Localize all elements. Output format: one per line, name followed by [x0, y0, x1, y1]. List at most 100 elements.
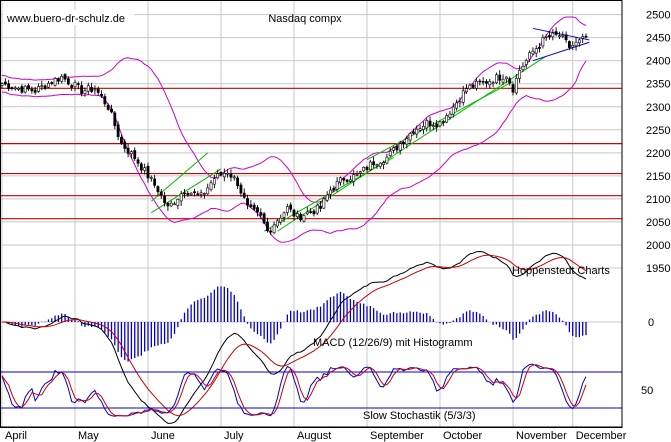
candle-body	[100, 93, 103, 97]
price-candle	[551, 29, 555, 41]
candle-body	[57, 78, 60, 82]
price-candle	[249, 200, 253, 209]
price-candle	[405, 135, 409, 149]
price-candle	[508, 76, 512, 86]
price-candle	[485, 79, 488, 88]
price-candle	[358, 170, 362, 178]
stochastic-d-line	[1, 364, 587, 417]
price-candle	[561, 31, 565, 39]
candle-body	[392, 147, 395, 151]
candle-body	[282, 212, 286, 218]
candle-body	[13, 87, 17, 90]
price-candle	[458, 97, 462, 108]
y-tick-label: 2100	[646, 194, 670, 206]
price-candle	[465, 84, 468, 94]
price-candle	[418, 124, 422, 133]
candle-body	[80, 85, 84, 95]
price-candle	[455, 99, 458, 111]
candle-body	[189, 192, 193, 195]
candle-body	[438, 121, 442, 127]
price-candle	[143, 163, 147, 175]
price-candle	[538, 43, 541, 53]
candle-body	[17, 87, 20, 90]
candle-body	[159, 191, 163, 196]
price-candle	[392, 146, 395, 154]
candle-body	[524, 60, 528, 65]
price-candle	[242, 188, 246, 199]
candle-body	[485, 81, 488, 84]
candle-body	[551, 32, 555, 38]
candle-body	[23, 85, 27, 93]
price-candle	[163, 191, 166, 207]
price-candle	[50, 81, 54, 86]
trend-line	[532, 41, 590, 62]
candle-body	[478, 80, 482, 83]
candle-body	[103, 96, 107, 105]
candle-body	[508, 78, 512, 84]
price-candle	[226, 168, 230, 178]
candle-body	[538, 47, 541, 49]
price-candle	[299, 212, 303, 223]
candle-body	[422, 125, 425, 130]
price-candle	[13, 85, 17, 91]
price-candle	[120, 134, 123, 145]
price-candle	[448, 111, 452, 120]
price-candle	[544, 34, 548, 41]
price-candle	[498, 70, 502, 85]
candle-body	[249, 204, 253, 207]
x-tick-label: October	[443, 430, 482, 442]
candle-body	[415, 128, 419, 135]
price-candle	[541, 34, 545, 49]
candle-body	[584, 35, 588, 38]
chart-frame	[0, 0, 623, 428]
candle-body	[332, 187, 336, 191]
price-candle	[339, 176, 342, 186]
candle-body	[345, 179, 349, 182]
support-resistance-lines	[0, 87, 622, 220]
y-tick-label: 2350	[646, 79, 670, 91]
x-tick-label: August	[297, 430, 331, 442]
candle-body	[418, 128, 422, 131]
candle-body	[564, 34, 568, 41]
candle-body	[431, 125, 435, 127]
x-tick-label: June	[151, 430, 175, 442]
candle-body	[47, 82, 50, 88]
price-candle	[60, 74, 64, 84]
price-candle	[169, 200, 173, 207]
candle-body	[60, 76, 64, 82]
candle-body	[315, 204, 319, 214]
candle-body	[219, 172, 223, 176]
candle-body	[186, 192, 190, 196]
candle-body	[153, 178, 157, 186]
price-candle	[292, 208, 296, 221]
price-candle	[133, 147, 137, 162]
price-candle	[269, 227, 273, 235]
price-candle	[395, 144, 399, 153]
price-candle	[329, 186, 332, 200]
price-candle	[375, 163, 379, 169]
price-candle	[80, 81, 84, 97]
price-candle	[100, 90, 103, 99]
macd-panel	[0, 250, 622, 424]
candle-body	[96, 88, 100, 93]
price-candle	[415, 125, 419, 138]
bollinger-bands	[1, 16, 587, 243]
price-candle	[276, 218, 279, 229]
price-candle	[212, 174, 216, 189]
price-candle	[279, 214, 283, 225]
price-candle	[495, 72, 498, 85]
x-tick-label: May	[78, 430, 99, 442]
candle-body	[63, 74, 67, 80]
candle-body	[269, 230, 273, 233]
candle-body	[53, 78, 57, 86]
candle-body	[279, 217, 283, 223]
price-candle	[53, 76, 57, 87]
candle-body	[455, 102, 458, 109]
y-tick-label: 2400	[646, 56, 670, 68]
price-candle	[20, 84, 24, 94]
price-candle	[355, 170, 359, 177]
candle-body	[70, 85, 74, 88]
x-tick-label: December	[576, 430, 627, 442]
y-tick-label: 2300	[646, 102, 670, 114]
candle-body	[113, 112, 117, 126]
